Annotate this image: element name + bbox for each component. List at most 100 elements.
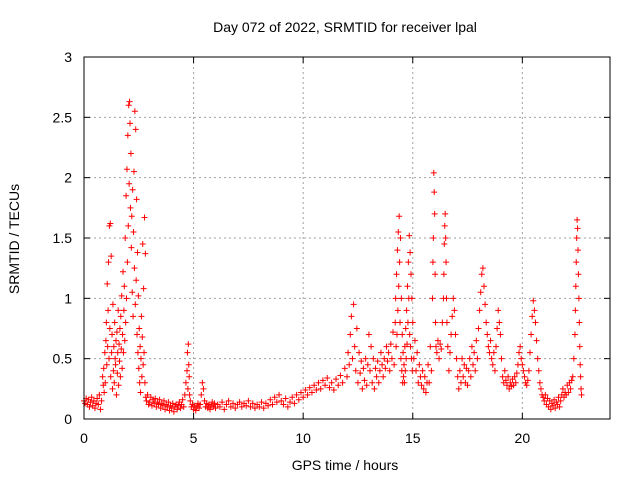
data-point bbox=[428, 367, 435, 374]
data-point bbox=[541, 397, 548, 404]
data-point bbox=[348, 313, 355, 320]
data-point bbox=[265, 402, 272, 409]
data-point bbox=[130, 313, 137, 320]
data-point bbox=[141, 379, 148, 386]
data-point bbox=[118, 292, 125, 299]
data-point bbox=[456, 367, 463, 374]
data-point bbox=[123, 166, 130, 173]
data-point bbox=[87, 399, 94, 406]
data-point bbox=[432, 343, 439, 350]
data-point bbox=[207, 406, 214, 413]
data-point bbox=[155, 401, 162, 408]
data-point bbox=[108, 253, 115, 260]
data-point bbox=[112, 337, 119, 344]
data-point bbox=[473, 337, 480, 344]
data-point bbox=[443, 319, 450, 326]
data-point bbox=[396, 213, 403, 220]
data-point bbox=[297, 389, 304, 396]
data-point bbox=[370, 355, 377, 362]
data-point bbox=[436, 355, 443, 362]
data-point bbox=[185, 361, 192, 368]
data-point bbox=[471, 349, 478, 356]
data-point bbox=[393, 343, 400, 350]
data-point bbox=[356, 349, 363, 356]
data-point bbox=[396, 259, 403, 266]
data-point bbox=[151, 400, 158, 407]
data-point bbox=[136, 325, 143, 332]
data-point bbox=[405, 259, 412, 266]
data-point bbox=[388, 355, 395, 362]
data-point bbox=[324, 374, 331, 381]
data-point bbox=[404, 341, 411, 348]
data-point bbox=[520, 367, 527, 374]
data-point bbox=[115, 307, 122, 314]
data-point bbox=[573, 259, 580, 266]
data-point bbox=[137, 389, 144, 396]
data-point bbox=[401, 379, 408, 386]
data-point bbox=[454, 373, 461, 380]
data-point bbox=[330, 387, 337, 394]
data-point bbox=[219, 399, 226, 406]
data-point bbox=[437, 341, 444, 348]
data-point bbox=[449, 313, 456, 320]
data-point bbox=[420, 385, 427, 392]
data-point bbox=[347, 331, 354, 338]
data-point bbox=[125, 222, 132, 229]
data-point bbox=[116, 325, 123, 332]
data-point bbox=[337, 372, 344, 379]
data-point bbox=[116, 341, 123, 348]
data-point bbox=[357, 370, 364, 377]
data-point bbox=[106, 325, 113, 332]
data-point bbox=[397, 355, 404, 362]
data-point bbox=[430, 235, 437, 241]
data-point bbox=[429, 259, 436, 266]
data-point bbox=[369, 379, 376, 386]
y-tick-label: 2.5 bbox=[53, 109, 73, 125]
y-tick-label: 1.5 bbox=[53, 230, 73, 246]
data-point bbox=[180, 403, 187, 410]
data-point bbox=[278, 397, 285, 404]
data-point bbox=[451, 307, 458, 314]
data-point bbox=[557, 397, 564, 404]
x-tick-label: 20 bbox=[515, 430, 531, 446]
data-point bbox=[97, 406, 104, 413]
data-point bbox=[406, 331, 413, 338]
data-point bbox=[345, 349, 352, 356]
data-point bbox=[236, 399, 243, 406]
data-point bbox=[99, 373, 106, 380]
data-point bbox=[452, 331, 459, 338]
data-point bbox=[453, 355, 460, 362]
data-point bbox=[565, 389, 572, 396]
data-point bbox=[102, 379, 109, 386]
data-point bbox=[363, 382, 370, 389]
data-point bbox=[472, 367, 479, 374]
data-point bbox=[407, 271, 414, 278]
data-point bbox=[139, 333, 146, 340]
data-point bbox=[518, 355, 525, 362]
data-point bbox=[328, 379, 335, 386]
data-point bbox=[479, 265, 486, 272]
data-point bbox=[577, 373, 584, 380]
data-point bbox=[109, 331, 116, 338]
data-point bbox=[293, 391, 300, 398]
data-point bbox=[575, 247, 582, 254]
data-point bbox=[429, 295, 436, 302]
data-point bbox=[185, 341, 192, 348]
data-point bbox=[465, 367, 472, 374]
data-point bbox=[192, 407, 199, 414]
data-point bbox=[491, 367, 498, 374]
data-point bbox=[152, 395, 159, 402]
data-point bbox=[110, 367, 117, 374]
data-point bbox=[572, 283, 579, 290]
data-point bbox=[410, 355, 417, 362]
data-point bbox=[199, 379, 206, 386]
data-point bbox=[419, 367, 426, 374]
data-point bbox=[379, 361, 386, 368]
data-point bbox=[352, 367, 359, 374]
data-point bbox=[127, 120, 134, 127]
data-point bbox=[455, 385, 462, 392]
data-point bbox=[123, 295, 130, 302]
data-point bbox=[407, 343, 414, 350]
data-point bbox=[397, 235, 404, 241]
data-point bbox=[381, 355, 388, 362]
